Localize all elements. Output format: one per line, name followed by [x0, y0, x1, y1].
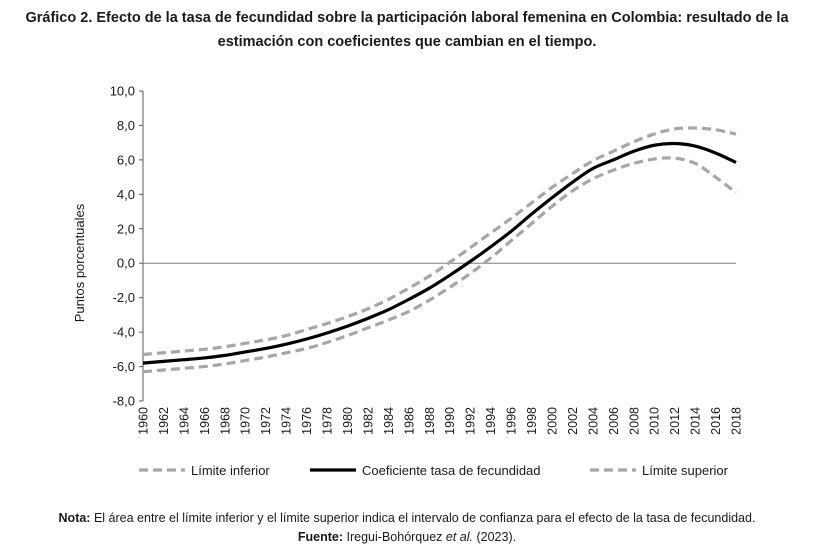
- x-tick-label: 1968: [218, 407, 232, 435]
- x-tick-label: 2002: [566, 407, 580, 435]
- x-tick-label: 2016: [709, 407, 723, 435]
- series-line-limite-superior: [142, 126, 737, 357]
- x-tick-label: 1998: [525, 407, 539, 435]
- source-line: Fuente: Iregui-Bohórquez et al. (2023).: [0, 528, 814, 547]
- x-tick-label: 1984: [382, 407, 396, 435]
- series-line-limite-inferior: [142, 156, 737, 374]
- x-tick-label: 1972: [259, 407, 273, 435]
- x-tick-label: 2014: [689, 407, 703, 435]
- x-tick-label: 2008: [627, 407, 641, 435]
- x-tick-label: 1992: [464, 407, 478, 435]
- y-tick-label: 6,0: [117, 152, 135, 167]
- y-tick-label: -6,0: [113, 359, 135, 374]
- y-tick-label: 2,0: [117, 221, 135, 236]
- x-tick-label: 1996: [505, 407, 519, 435]
- y-tick-label: -2,0: [113, 290, 135, 305]
- x-tick-label: 1980: [341, 407, 355, 435]
- x-tick-label: 1986: [402, 407, 416, 435]
- x-tick-label: 1964: [177, 407, 191, 435]
- x-tick-label: 2012: [668, 407, 682, 435]
- chart-note: Nota: El área entre el límite inferior y…: [0, 509, 814, 547]
- x-tick-label: 1982: [361, 407, 375, 435]
- y-axis-label: Puntos porcentuales: [72, 203, 87, 322]
- source-year: (2023).: [473, 530, 517, 544]
- x-tick-label: 1994: [484, 407, 498, 435]
- y-tick-label: 0,0: [117, 256, 135, 271]
- chart-axes: -8,0 -6,0 -4,0 -2,0 0,0 2,0 4,0 6,0 8,0 10,0 1960 1…: [110, 84, 744, 435]
- x-tick-label: 1974: [280, 407, 294, 435]
- chart-title-line-2: estimación con coeficientes que cambian …: [217, 34, 597, 50]
- x-tick-label: 1976: [300, 407, 314, 435]
- x-tick-label: 2018: [730, 407, 744, 435]
- legend-item-limite-superior-label: Límite superior: [642, 463, 729, 478]
- x-tick-label: 2006: [607, 407, 621, 435]
- x-tick-label: 1962: [157, 407, 171, 435]
- chart-series: [142, 126, 737, 374]
- source-text: Iregui-Bohórquez: [343, 530, 446, 544]
- chart-legend: Límite inferior Coeficiente tasa de fecun…: [139, 463, 729, 478]
- series-line-coeficiente: [142, 141, 737, 365]
- line-chart: -8,0 -6,0 -4,0 -2,0 0,0 2,0 4,0 6,0 8,0 10,0 1960 1…: [72, 84, 744, 479]
- chart-title-line-1: Gráfico 2. Efecto de la tasa de fecundid…: [25, 10, 789, 26]
- x-tick-label: 1988: [423, 407, 437, 435]
- x-tick-label: 1966: [198, 407, 212, 435]
- x-tick-label: 2004: [586, 407, 600, 435]
- y-tick-label: -4,0: [113, 325, 135, 340]
- y-tick-label: 8,0: [117, 118, 135, 133]
- x-tick-label: 1960: [137, 407, 151, 435]
- note-text: El área entre el límite inferior y el lí…: [90, 511, 756, 525]
- legend-item-coeficiente-label: Coeficiente tasa de fecundidad: [362, 463, 541, 478]
- note-label: Nota:: [58, 511, 91, 525]
- note-line: Nota: El área entre el límite inferior y…: [0, 509, 814, 528]
- x-tick-label: 2000: [545, 407, 559, 435]
- chart-title: Gráfico 2. Efecto de la tasa de fecundid…: [0, 6, 814, 54]
- x-tick-label: 1978: [321, 407, 335, 435]
- x-tick-label: 1970: [239, 407, 253, 435]
- legend-item-limite-inferior-label: Límite inferior: [191, 463, 270, 478]
- y-tick-label: 10,0: [110, 84, 135, 99]
- source-label: Fuente:: [297, 530, 344, 544]
- source-etal: et al.: [445, 530, 473, 544]
- x-tick-label: 2010: [648, 407, 662, 435]
- x-tick-label: 1990: [443, 407, 457, 435]
- y-tick-label: -8,0: [113, 394, 135, 409]
- y-tick-label: 4,0: [117, 187, 135, 202]
